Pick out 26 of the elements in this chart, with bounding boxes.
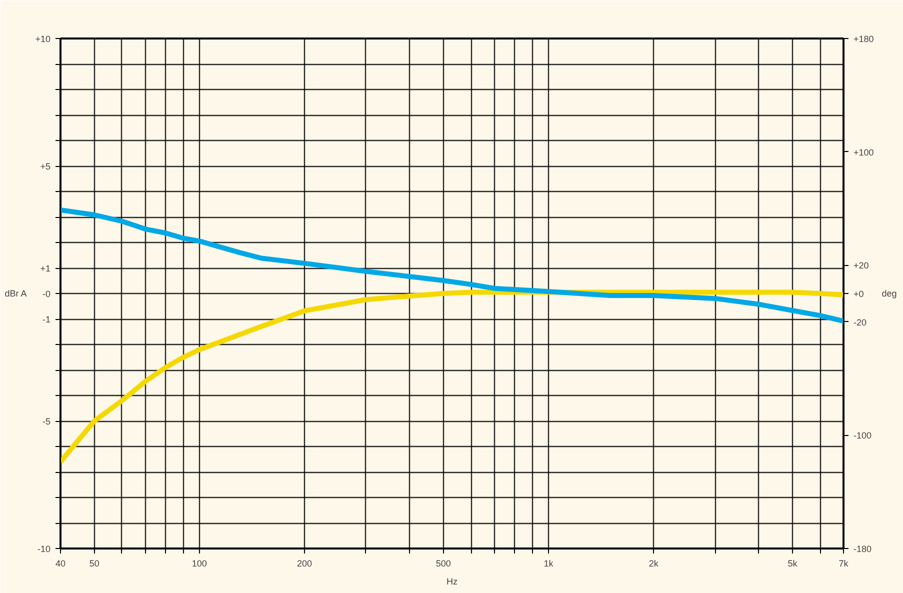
- y2-tick-label: +180: [854, 34, 874, 44]
- y-tick-label: -5: [42, 416, 51, 426]
- y-axis-title: dBr A: [4, 288, 27, 298]
- y-tick-label: -0: [42, 289, 51, 299]
- y2-tick-label: -180: [854, 544, 872, 554]
- x-tick-label: 50: [89, 558, 100, 568]
- y2-tick-label: +20: [854, 260, 869, 271]
- x-tick-label: 500: [436, 558, 451, 568]
- x-axis-title: Hz: [446, 576, 458, 586]
- x-tick-label: 100: [192, 558, 207, 568]
- x-tick-label: 200: [296, 558, 312, 568]
- y2-tick-label: -100: [854, 430, 872, 441]
- y2-tick-label: +100: [854, 147, 874, 158]
- x-tick-label: 7k: [838, 558, 849, 568]
- y-tick-label: +5: [40, 162, 51, 172]
- y-tick-label: -10: [37, 544, 51, 554]
- y-tick-label: +10: [35, 34, 51, 44]
- x-tick-label: 2k: [648, 558, 659, 568]
- x-tick-label: 40: [55, 558, 66, 568]
- y2-tick-label: -20: [854, 317, 867, 328]
- x-tick-label: 5k: [788, 558, 798, 568]
- y-tick-label: +1: [40, 264, 51, 274]
- x-tick-label: 1k: [544, 558, 554, 568]
- y2-tick-label: +0: [854, 289, 864, 299]
- y2-axis-title: deg: [882, 288, 897, 298]
- y-tick-label: -1: [42, 314, 51, 324]
